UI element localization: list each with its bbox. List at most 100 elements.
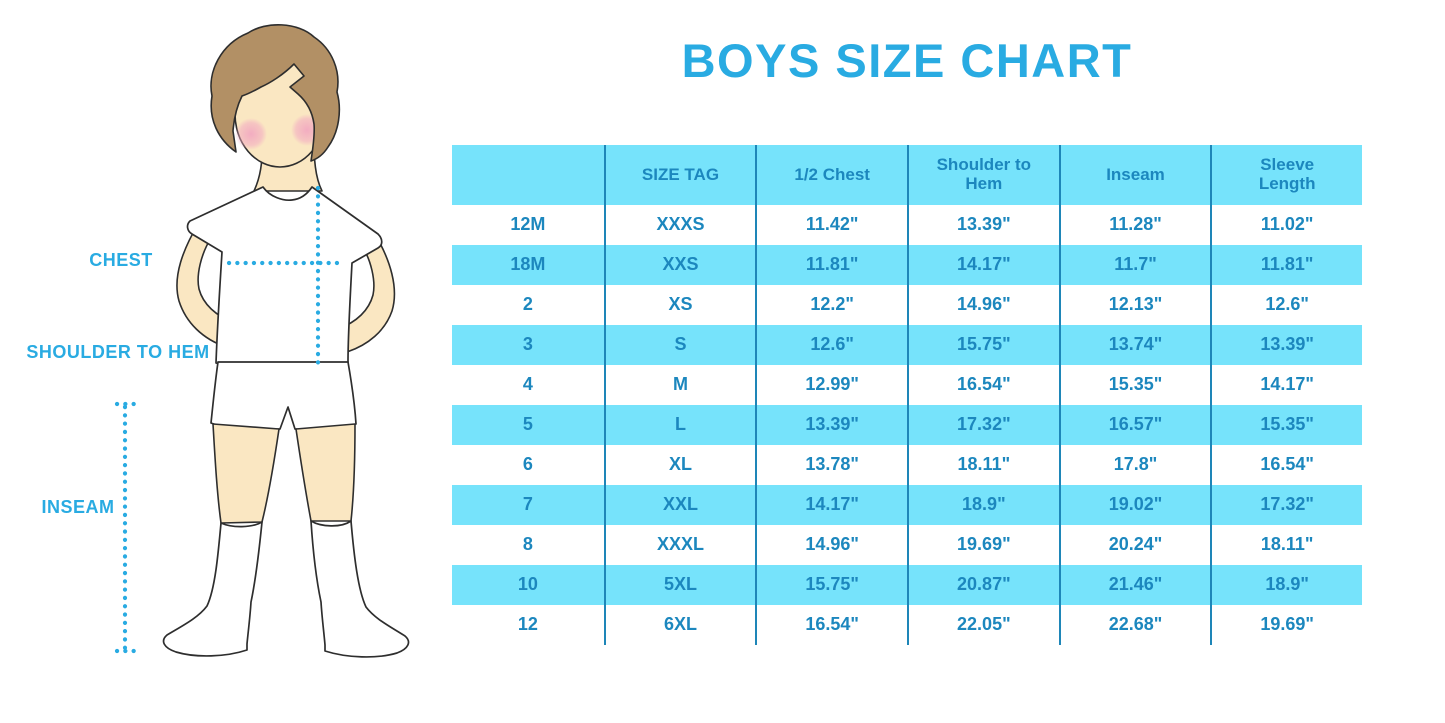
table-cell: 18.11" xyxy=(907,445,1059,485)
column-header: 1/2 Chest xyxy=(755,145,907,205)
table-cell: 11.28" xyxy=(1058,205,1211,245)
table-cell: 7 xyxy=(522,494,533,515)
column-header: Shoulder to Hem xyxy=(907,145,1059,205)
table-cell: 13.39" xyxy=(907,205,1059,245)
shorts xyxy=(210,361,357,431)
table-cell: S xyxy=(603,325,756,365)
table-header-row: SIZE TAG 1/2 Chest Shoulder to Hem Inseam Sl… xyxy=(452,145,1362,205)
t-shirt xyxy=(186,186,383,371)
measurement-guides xyxy=(114,185,347,654)
table-cell: 11.7" xyxy=(1058,245,1211,285)
table-cell: 14.17" xyxy=(907,245,1059,285)
table-cell: 12.2" xyxy=(755,285,907,325)
left-leg xyxy=(212,423,280,524)
table-cell: 15.35" xyxy=(1058,365,1211,405)
table-cell: 2 xyxy=(522,294,533,315)
table-cell: 12.99" xyxy=(755,365,907,405)
table-cell: XXL xyxy=(603,485,756,525)
column-header xyxy=(452,145,604,205)
table-cell: 20.87" xyxy=(907,565,1059,605)
table-cell: 14.96" xyxy=(755,525,907,565)
measurement-label-inseam: INSEAM xyxy=(41,497,115,517)
table-cell: 12.6" xyxy=(755,325,907,365)
table-cell: 13.39" xyxy=(755,405,907,445)
table-cell: 4 xyxy=(522,374,533,395)
table-row: 6 XL 13.78" 18.11" 17.8" 16.54" xyxy=(452,445,1362,485)
table-cell: 19.02" xyxy=(1058,485,1211,525)
table-cell: 12M xyxy=(510,214,546,235)
table-cell: 13.78" xyxy=(755,445,907,485)
table-cell: 17.8" xyxy=(1058,445,1211,485)
table-cell: 19.69" xyxy=(1210,605,1362,645)
table-row: 12M XXXS 11.42" 13.39" 11.28" 11.02" xyxy=(452,205,1362,245)
table-cell: XL xyxy=(603,445,756,485)
table-cell: 3 xyxy=(522,334,533,355)
table-cell: 5XL xyxy=(603,565,756,605)
table-cell: 11.81" xyxy=(1210,245,1362,285)
table-row: 3 S 12.6" 15.75" 13.74" 13.39" xyxy=(452,325,1362,365)
table-row: 8 XXXL 14.96" 19.69" 20.24" 18.11" xyxy=(452,525,1362,565)
right-leg xyxy=(295,423,356,522)
table-cell: 16.54" xyxy=(1210,445,1362,485)
table-cell: 6 xyxy=(522,454,533,475)
size-table: SIZE TAG 1/2 Chest Shoulder to Hem Inseam Sl… xyxy=(452,145,1362,645)
column-header: Sleeve Length xyxy=(1210,145,1362,205)
table-cell: 16.54" xyxy=(907,365,1059,405)
table-cell: 17.32" xyxy=(907,405,1059,445)
table-cell: 14.96" xyxy=(907,285,1059,325)
table-cell: 18.11" xyxy=(1210,525,1362,565)
table-cell: 18M xyxy=(510,254,546,275)
table-cell: 14.17" xyxy=(1210,365,1362,405)
table-cell: 20.24" xyxy=(1058,525,1211,565)
left-cheek xyxy=(235,118,267,150)
table-cell: 15.35" xyxy=(1210,405,1362,445)
table-row: 2 XS 12.2" 14.96" 12.13" 12.6" xyxy=(452,285,1362,325)
hair xyxy=(210,23,341,162)
table-cell: XXXS xyxy=(603,205,756,245)
table-cell: 12.6" xyxy=(1210,285,1362,325)
left-sock xyxy=(162,521,263,657)
right-sock xyxy=(310,520,410,658)
boy-figure: CHEST SHOULDER TO HEM INSEAM xyxy=(0,0,455,723)
table-cell: 15.75" xyxy=(907,325,1059,365)
table-cell: 11.42" xyxy=(755,205,907,245)
table-cell: 6XL xyxy=(603,605,756,645)
table-cell: 13.39" xyxy=(1210,325,1362,365)
table-cell: 14.17" xyxy=(755,485,907,525)
table-cell: XS xyxy=(603,285,756,325)
measurement-label-shoulder-to-hem: SHOULDER TO HEM xyxy=(26,342,210,362)
table-cell: L xyxy=(603,405,756,445)
table-row: 10 5XL 15.75" 20.87" 21.46" 18.9" xyxy=(452,565,1362,605)
table-cell: 8 xyxy=(522,534,533,555)
table-cell: 18.9" xyxy=(1210,565,1362,605)
table-cell: 22.05" xyxy=(907,605,1059,645)
table-cell: 18.9" xyxy=(907,485,1059,525)
table-cell: 10 xyxy=(517,574,538,595)
table-cell: 21.46" xyxy=(1058,565,1211,605)
table-cell: 16.54" xyxy=(755,605,907,645)
table-cell: XXXL xyxy=(603,525,756,565)
table-cell: 12 xyxy=(517,614,538,635)
table-cell: 13.74" xyxy=(1058,325,1211,365)
column-header: SIZE TAG xyxy=(603,145,756,205)
table-cell: 11.81" xyxy=(755,245,907,285)
table-row: 4 M 12.99" 16.54" 15.35" 14.17" xyxy=(452,365,1362,405)
table-cell: 19.69" xyxy=(907,525,1059,565)
table-cell: 11.02" xyxy=(1210,205,1362,245)
table-cell: 22.68" xyxy=(1058,605,1211,645)
table-cell: 17.32" xyxy=(1210,485,1362,525)
table-cell: M xyxy=(603,365,756,405)
table-cell: 12.13" xyxy=(1058,285,1211,325)
table-cell: XXS xyxy=(603,245,756,285)
table-row: 7 XXL 14.17" 18.9" 19.02" 17.32" xyxy=(452,485,1362,525)
measurement-label-chest: CHEST xyxy=(89,250,153,270)
table-row: 12 6XL 16.54" 22.05" 22.68" 19.69" xyxy=(452,605,1362,645)
table-cell: 16.57" xyxy=(1058,405,1211,445)
page-title: BOYS SIZE CHART xyxy=(681,34,1133,87)
boy-illustration-icon xyxy=(114,23,410,658)
column-header: Inseam xyxy=(1058,145,1211,205)
table-row: 18M XXS 11.81" 14.17" 11.7" 11.81" xyxy=(452,245,1362,285)
table-cell: 5 xyxy=(522,414,533,435)
table-row: 5 L 13.39" 17.32" 16.57" 15.35" xyxy=(452,405,1362,445)
